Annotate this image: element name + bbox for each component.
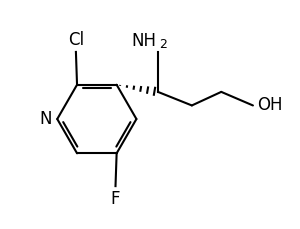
Text: 2: 2: [159, 38, 167, 51]
Text: Cl: Cl: [68, 30, 84, 49]
Text: N: N: [39, 110, 52, 128]
Text: OH: OH: [257, 96, 283, 114]
Text: NH: NH: [132, 32, 157, 50]
Text: F: F: [111, 190, 120, 207]
